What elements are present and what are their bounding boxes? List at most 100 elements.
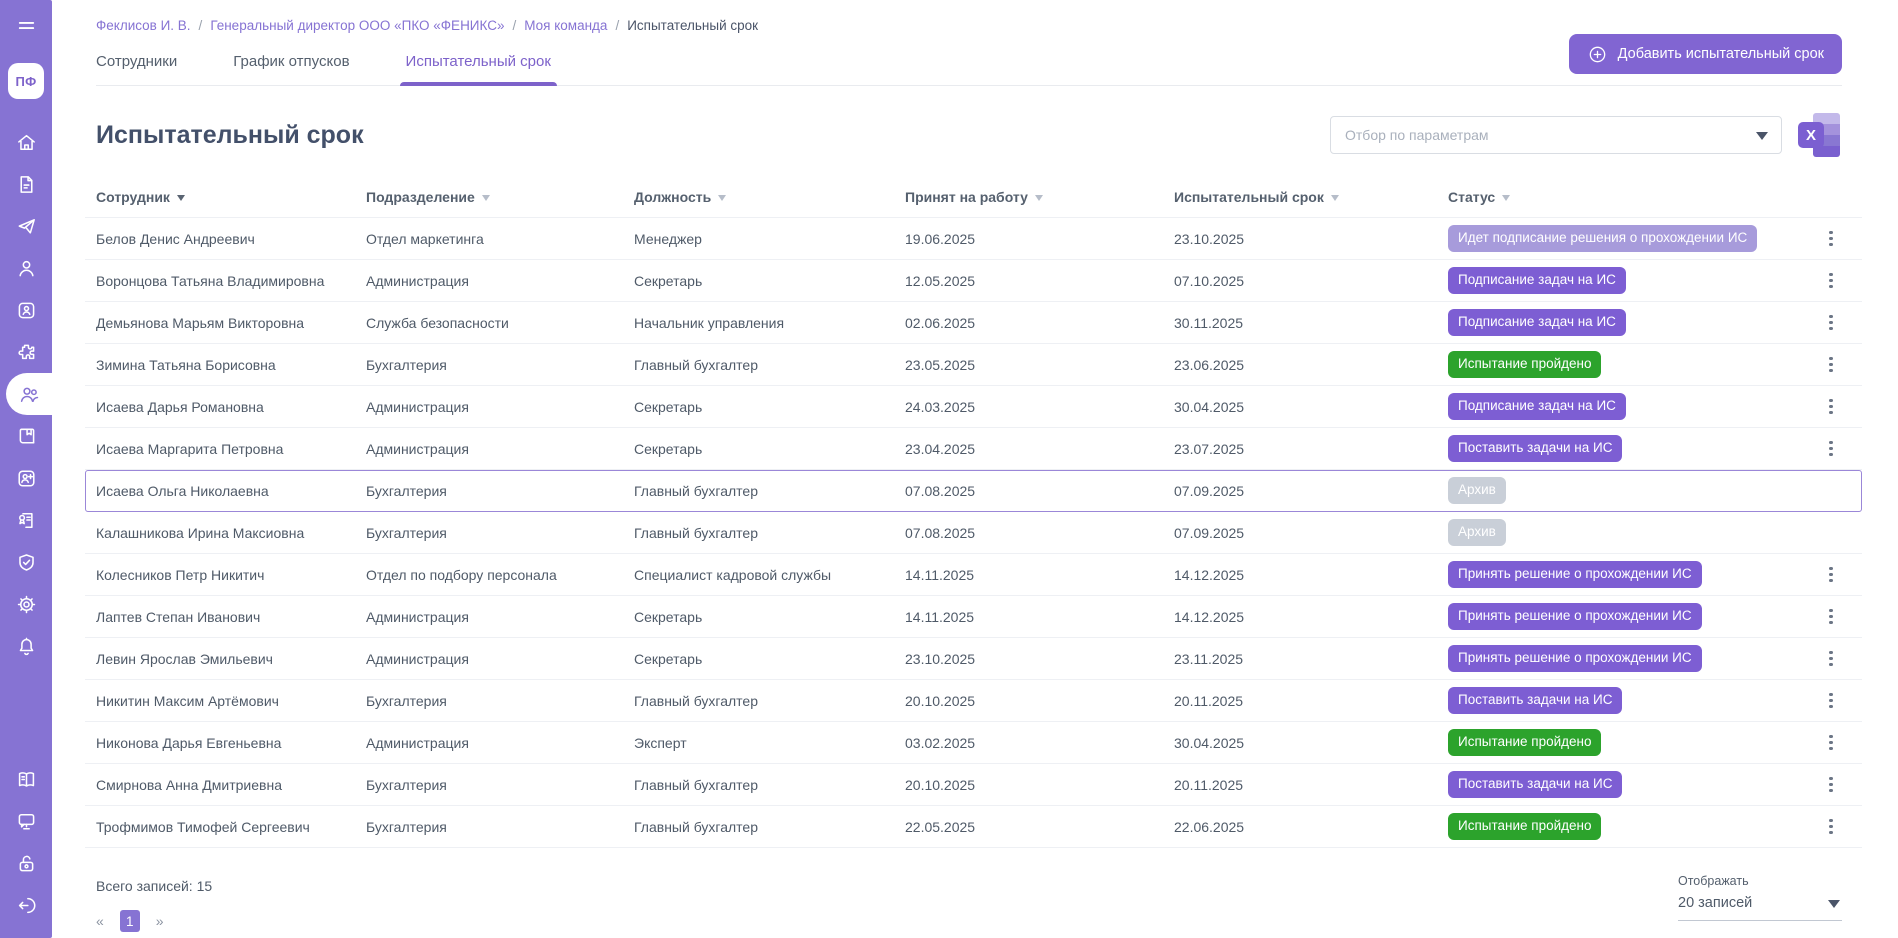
status-badge[interactable]: Подписание задач на ИС [1448,309,1626,336]
status-badge[interactable]: Поставить задачи на ИС [1448,771,1623,798]
table-row[interactable]: Калашникова Ирина Максиовна Бухгалтерия Гл… [85,512,1862,554]
cell-employee: Воронцова Татьяна Владимировна [96,272,325,289]
table-row[interactable]: Смирнова Анна Дмитриевна Бухгалтерия Главн… [85,764,1862,806]
table-row[interactable]: Лаптев Степан Иванович Администрация Секре… [85,596,1862,638]
sidebar-item[interactable] [0,499,52,541]
row-menu-button[interactable] [1818,562,1844,588]
breadcrumb-item[interactable]: Моя команда [524,18,608,33]
sidebar-item[interactable] [0,289,52,331]
filter-select[interactable] [1330,116,1782,154]
column-label: Испытательный срок [1174,189,1324,205]
status-badge[interactable]: Принять решение о прохождении ИС [1448,603,1702,630]
status-badge[interactable]: Подписание задач на ИС [1448,393,1626,420]
cell-employee: Исаева Дарья Романовна [96,398,264,415]
status-badge[interactable]: Поставить задачи на ИС [1448,687,1623,714]
breadcrumb-item[interactable]: Феклисов И. В. [96,18,191,33]
add-probation-button[interactable]: Добавить испытательный срок [1568,34,1842,74]
cell-probation-end-date: 20.11.2025 [1174,776,1244,793]
row-menu-button[interactable] [1818,646,1844,672]
row-menu-button[interactable] [1818,226,1844,252]
cell-department: Администрация [366,734,469,751]
page-number[interactable]: 1 [119,910,140,932]
row-menu-button[interactable] [1818,604,1844,630]
table-row[interactable]: Исаева Ольга Николаевна Бухгалтерия Главны… [85,470,1862,512]
open-book-icon [15,768,38,791]
sidebar-item[interactable] [0,247,52,289]
excel-export-button[interactable]: X [1798,112,1842,158]
table-row[interactable]: Воронцова Татьяна Владимировна Администра… [85,260,1862,302]
status-badge[interactable]: Подписание задач на ИС [1448,267,1626,294]
sidebar-item[interactable] [0,121,52,163]
sidebar-item[interactable] [0,625,52,667]
tab-bar: Сотрудники График отпусков Испытательный с… [96,53,1842,86]
status-badge[interactable]: Принять решение о прохождении ИС [1448,561,1702,588]
sidebar-item[interactable] [0,541,52,583]
cell-probation-end-date: 20.11.2025 [1174,692,1244,709]
sort-arrow-icon [1330,195,1339,201]
row-menu-button[interactable] [1818,730,1844,756]
sidebar-item[interactable] [0,457,52,499]
cell-department: Администрация [366,650,469,667]
cell-position: Эксперт [634,734,687,751]
sidebar-item[interactable] [0,758,52,800]
cell-department: Бухгалтерия [366,692,447,709]
table-row[interactable]: Никитин Максим Артёмович Бухгалтерия Главн… [85,680,1862,722]
column-header[interactable]: Статус [1448,189,1818,205]
sidebar-item[interactable] [0,205,52,247]
tab[interactable]: График отпусков [233,53,350,70]
cell-department: Отдел по подбору персонала [366,566,557,583]
table-row[interactable]: Исаева Дарья Романовна Администрация Секре… [85,386,1862,428]
table-header: Сотрудник Подразделение Должность Принят на… [85,176,1862,218]
add-probation-label: Добавить испытательный срок [1617,46,1824,62]
sidebar-item[interactable] [0,331,52,373]
column-header[interactable]: Испытательный срок [1174,189,1448,205]
cell-employee: Колесников Петр Никитич [96,566,265,583]
status-badge[interactable]: Принять решение о прохождении ИС [1448,645,1702,672]
table-row[interactable]: Колесников Петр Никитич Отдел по подбору … [85,554,1862,596]
row-menu-button[interactable] [1818,814,1844,840]
table-row[interactable]: Исаева Маргарита Петровна Администрация Се… [85,428,1862,470]
sidebar-item[interactable] [0,583,52,625]
sidebar-item[interactable] [0,842,52,884]
breadcrumb: Феклисов И. В. / Генеральный директор ООО … [96,0,1842,33]
tab[interactable]: Испытательный срок [399,53,558,86]
row-menu-button[interactable] [1818,268,1844,294]
sidebar-item[interactable] [6,373,52,415]
page-size-selector: Отображать 20 записей [1678,874,1842,921]
sidebar-item[interactable] [0,163,52,205]
column-header[interactable]: Должность [634,189,905,205]
chevron-down-icon[interactable] [1756,132,1768,140]
cell-employee: Смирнова Анна Дмитриевна [96,776,282,793]
table-row[interactable]: Зимина Татьяна Борисовна Бухгалтерия Главн… [85,344,1862,386]
status-badge[interactable]: Поставить задачи на ИС [1448,435,1623,462]
breadcrumb-item[interactable]: Генеральный директор ООО «ПКО «ФЕНИКС» [210,18,505,33]
tab[interactable]: Сотрудники [96,53,178,70]
cell-position: Секретарь [634,398,703,415]
column-header[interactable]: Сотрудник [85,189,366,205]
cell-employee: Белов Денис Андреевич [96,230,255,247]
row-menu-button[interactable] [1818,436,1844,462]
table-row[interactable]: Демьянова Марьям Викторовна Служба безопа… [85,302,1862,344]
row-menu-button[interactable] [1818,394,1844,420]
cell-department: Служба безопасности [366,314,509,331]
row-menu-button[interactable] [1818,772,1844,798]
cell-hired-date: 03.02.2025 [905,734,976,751]
table-row[interactable]: Левин Ярослав Эмильевич Администрация Секр… [85,638,1862,680]
table-row[interactable]: Трофмимов Тимофей Сергеевич Бухгалтерия Гл… [85,806,1862,848]
sidebar-item[interactable] [0,884,52,926]
filter-input[interactable] [1331,117,1781,153]
next-page-button[interactable]: » [155,913,164,929]
row-menu-button[interactable] [1818,688,1844,714]
column-header[interactable]: Подразделение [366,189,634,205]
page-size-dropdown[interactable]: 20 записей [1678,888,1842,921]
sidebar-item[interactable] [0,415,52,457]
column-header[interactable]: Принят на работу [905,189,1174,205]
row-menu-button[interactable] [1818,310,1844,336]
cell-hired-date: 19.06.2025 [905,230,976,247]
row-menu-button[interactable] [1818,352,1844,378]
sidebar-item[interactable] [0,800,52,842]
menu-icon[interactable] [15,14,38,37]
table-row[interactable]: Белов Денис Андреевич Отдел маркетинга Мен… [85,218,1862,260]
prev-page-button[interactable]: « [96,913,104,929]
table-row[interactable]: Никонова Дарья Евгеньевна Администрация Эк… [85,722,1862,764]
